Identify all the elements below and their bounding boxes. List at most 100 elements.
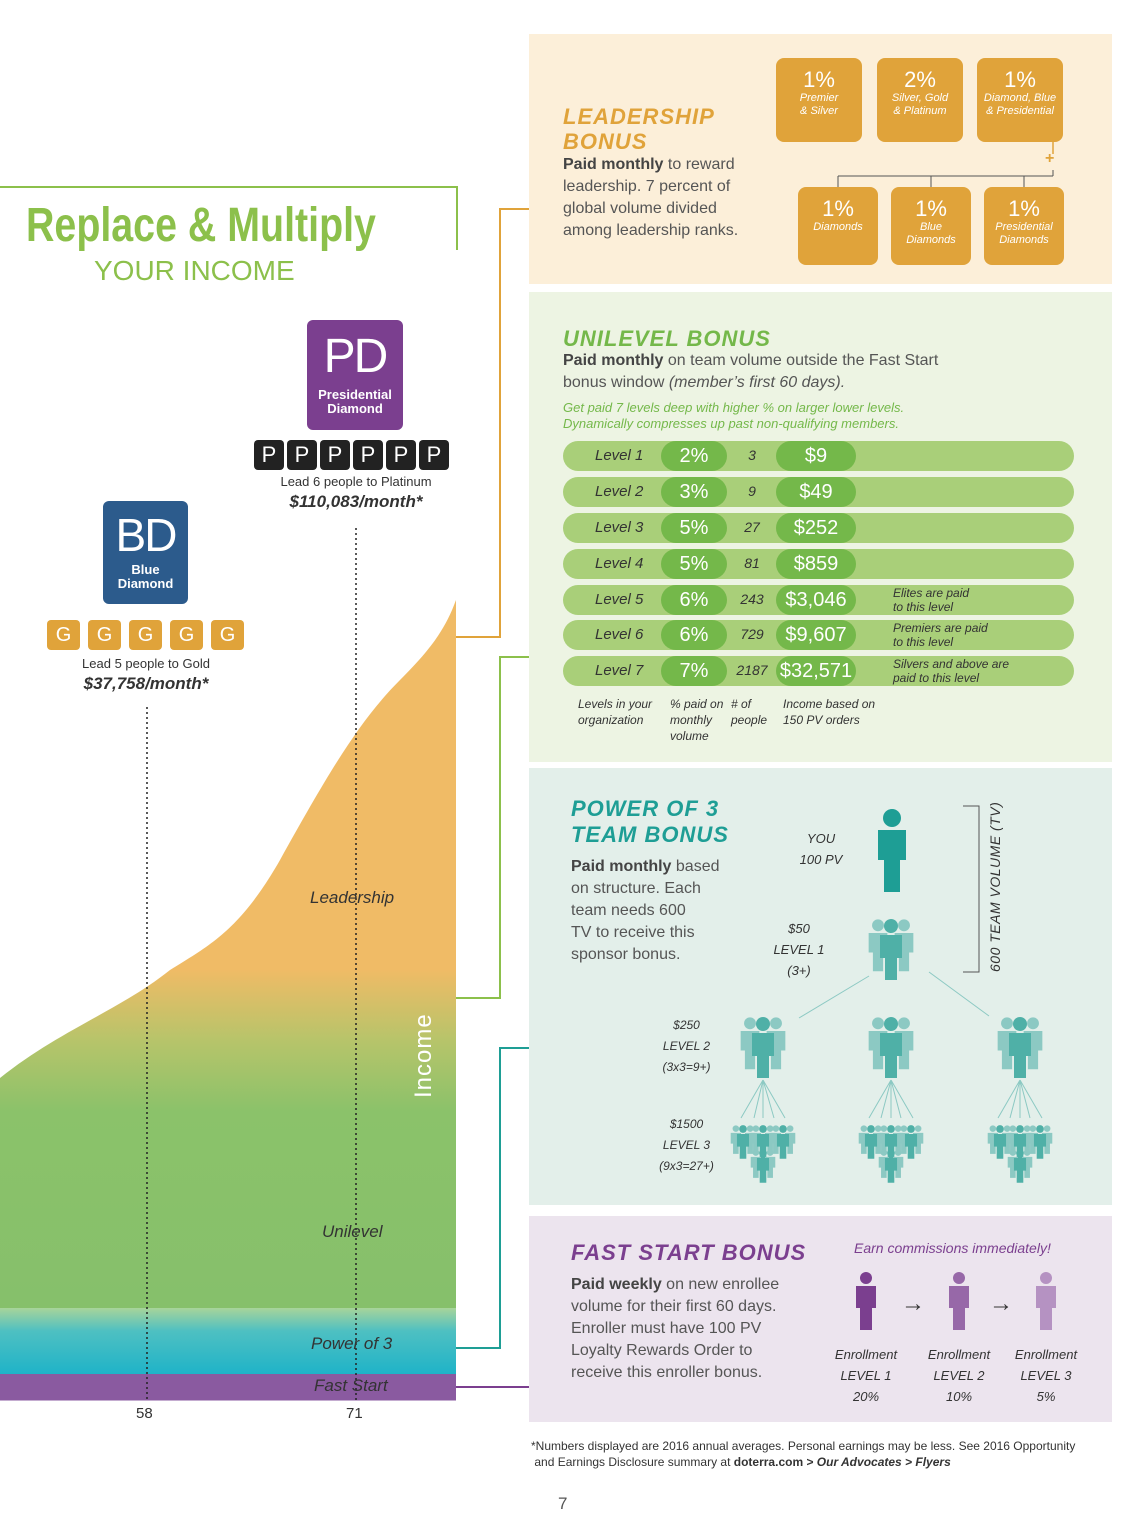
level-note-1: Premiers are paid xyxy=(893,621,988,635)
faststart-tagline: Earn commissions immediately! xyxy=(854,1240,1051,1256)
enrollment-pct: 10% xyxy=(945,1389,973,1404)
power3-title-2: TEAM BONUS xyxy=(571,822,729,847)
power3-body-text: on structure. Each xyxy=(571,880,701,897)
arrow-icon: → xyxy=(989,1290,1013,1317)
col-head-text: people xyxy=(731,713,768,727)
enrollment-people-icons xyxy=(856,1272,1056,1330)
enrollment-level1-person-icon xyxy=(856,1272,876,1330)
footnote: *Numbers displayed are 2016 annual avera… xyxy=(531,1438,1075,1470)
level-pct: 6% xyxy=(661,620,727,650)
level-amount: $50 xyxy=(788,921,810,936)
level-note-2: to this level xyxy=(893,635,954,649)
platinum-box: P xyxy=(419,440,449,470)
box-label: Presidential xyxy=(995,221,1053,233)
pd-abbr: PD xyxy=(323,330,389,383)
leadership-box: 1% Presidential Diamonds xyxy=(984,187,1064,265)
unilevel-row: Level 4 5% 81 $859 xyxy=(563,549,1074,579)
arrow-icon: → xyxy=(901,1290,925,1317)
box-pct: 1% xyxy=(803,67,835,92)
col-head-text: Levels in your xyxy=(578,697,653,711)
page-subtitle: YOUR INCOME xyxy=(94,255,295,286)
box-label: Silver, Gold xyxy=(891,92,949,104)
level2-label: $250 LEVEL 2 (3x3=9+) xyxy=(649,1015,724,1078)
bd-badge: BD Blue Diamond xyxy=(103,501,188,604)
leadership-title-2: BONUS xyxy=(563,129,648,154)
level-pct: 6% xyxy=(661,585,727,615)
pd-name-2: Diamond xyxy=(327,401,383,416)
box-pct: 1% xyxy=(1008,196,1040,221)
faststart-body-bold: Paid weekly xyxy=(571,1276,662,1293)
box-pct: 1% xyxy=(915,196,947,221)
faststart-title: FAST START BONUS xyxy=(571,1240,807,1265)
col-head-text: monthly xyxy=(670,713,713,727)
box-label: Premier xyxy=(799,92,839,104)
platinum-box: P xyxy=(320,440,350,470)
level-pct: 3% xyxy=(661,477,727,507)
footnote-link-site: doterra.com > xyxy=(733,1455,817,1469)
unilevel-row: Level 6 6% 729 $9,607 Premiers are paid t… xyxy=(563,620,1074,650)
level2-team-icon xyxy=(869,1017,914,1078)
level-name: Level 4 xyxy=(595,555,644,572)
col-head-income: Income based on 150 PV orders xyxy=(783,696,875,728)
power3-body: Paid monthly based on structure. Each te… xyxy=(571,856,741,966)
enrollment-text: Enrollment xyxy=(927,1347,991,1362)
footnote-line-2: and Earnings Disclosure summary at xyxy=(534,1455,734,1469)
leadership-box: 1% Diamond, Blue & Presidential xyxy=(977,58,1063,142)
level-note: Silvers and above are paid to this level xyxy=(893,657,1009,685)
leadership-body-text: to reward leadership. 7 percent of globa… xyxy=(563,156,739,239)
unilevel-body: Paid monthly on team volume outside the … xyxy=(563,350,1083,394)
level-note-1: Silvers and above are xyxy=(893,657,1010,671)
leadership-box: 1% Diamonds xyxy=(798,187,878,265)
layer-label-leadership: Leadership xyxy=(310,888,395,907)
level2-team-icon xyxy=(741,1017,786,1078)
level3-team-icon xyxy=(859,1125,924,1183)
level-name: Level 2 xyxy=(595,483,644,500)
enrollment-text: Enrollment xyxy=(1014,1347,1078,1362)
level-pct: 7% xyxy=(661,656,727,686)
enrollment-level: LEVEL 1 xyxy=(840,1368,892,1383)
enrollment-level-1: Enrollment LEVEL 1 20% xyxy=(826,1344,906,1407)
level-people: 243 xyxy=(740,591,764,607)
faststart-body-text: Loyalty Rewards Order to xyxy=(571,1342,753,1359)
level2-team-icon xyxy=(998,1017,1043,1078)
box-label: & Presidential xyxy=(986,105,1054,117)
unilevel-title: UNILEVEL BONUS xyxy=(563,326,771,351)
col-head-pct: % paid on monthly volume xyxy=(670,696,723,744)
level-income: $859 xyxy=(776,549,856,579)
col-head-text: % paid on xyxy=(670,697,724,711)
level-income: $252 xyxy=(776,513,856,543)
level-name: Level 7 xyxy=(595,662,644,679)
level3-label: $1500 LEVEL 3 (9x3=27+) xyxy=(649,1114,724,1177)
power3-panel: POWER OF 3 TEAM BONUS Paid monthly based… xyxy=(529,768,1112,1205)
power3-people-tree xyxy=(529,805,1112,1205)
leadership-box: 1% Premier & Silver xyxy=(776,58,862,142)
gold-box: G xyxy=(88,620,121,650)
unilevel-body-2: bonus window xyxy=(563,374,669,391)
level1-label: $50 LEVEL 1 (3+) xyxy=(769,918,829,981)
level-name: Level 1 xyxy=(595,447,644,464)
level-name: Level 3 xyxy=(595,519,644,536)
enrollment-pct: 5% xyxy=(1036,1389,1056,1404)
col-head-text: # of xyxy=(731,697,752,711)
unilevel-row: Level 3 5% 27 $252 xyxy=(563,513,1074,543)
faststart-panel: FAST START BONUS Earn commissions immedi… xyxy=(529,1216,1112,1422)
box-pct: 1% xyxy=(1004,67,1036,92)
chart-area-main xyxy=(0,600,456,1310)
unilevel-body-2-italic: (member’s first 60 days). xyxy=(668,374,846,391)
layer-label-unilevel: Unilevel xyxy=(322,1222,383,1241)
leadership-tree-lines xyxy=(837,142,1054,187)
unilevel-note-2: Dynamically compresses up past non-quali… xyxy=(563,416,899,431)
level-pct: 5% xyxy=(661,549,727,579)
box-label: Diamonds xyxy=(906,234,956,246)
power3-body-text: TV to receive this xyxy=(571,924,695,941)
level-people: 81 xyxy=(744,555,760,571)
level3-team-icon xyxy=(731,1125,796,1183)
bd-name-1: Blue xyxy=(131,562,160,577)
leadership-box: 1% Blue Diamonds xyxy=(891,187,971,265)
level-people: 729 xyxy=(740,626,764,642)
pd-badge: PD Presidential Diamond xyxy=(307,320,403,430)
level-amount: $250 xyxy=(673,1018,700,1032)
enrollment-pct: 20% xyxy=(852,1389,880,1404)
level-amount: $1500 xyxy=(669,1117,704,1131)
